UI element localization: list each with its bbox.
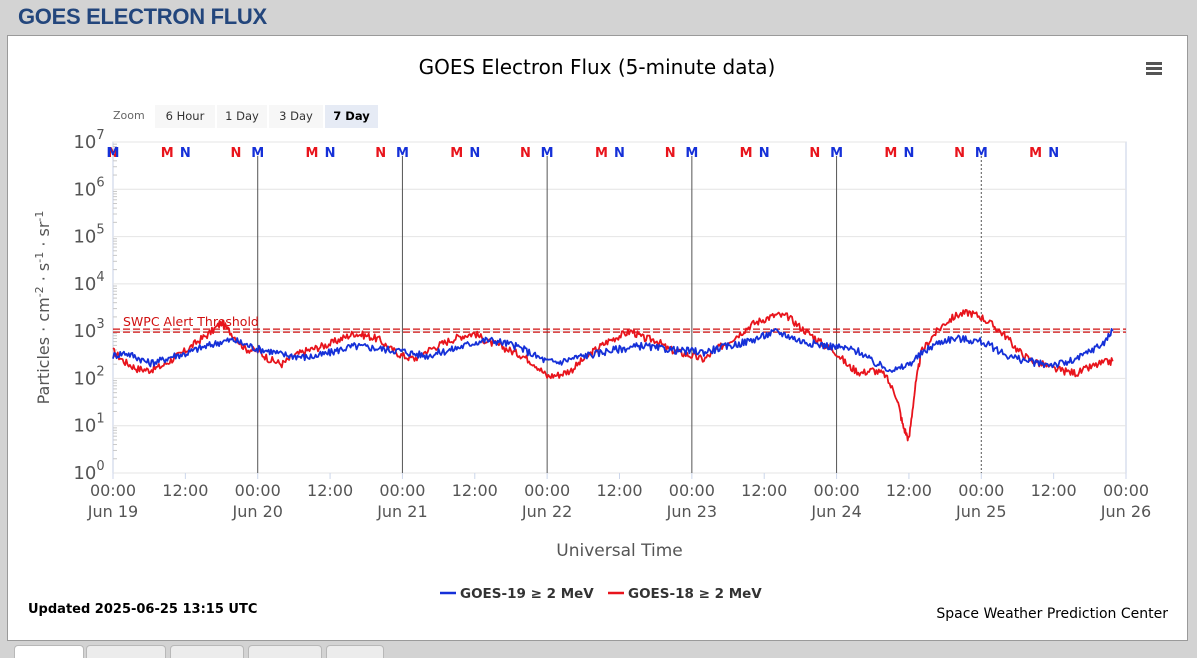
x-tick-label-date: Jun 20: [231, 502, 282, 521]
updated-timestamp: Updated 2025-06-25 13:15 UTC: [28, 602, 258, 617]
legend-item-goes19-label: GOES-19 ≥ 2 MeV: [460, 586, 594, 602]
x-tick-label-time: 12:00: [452, 481, 498, 500]
x-tick-label-time: 00:00: [235, 481, 281, 500]
position-marker: N: [231, 146, 242, 161]
position-marker: N: [325, 146, 336, 161]
page-header: GOES ELECTRON FLUX: [0, 0, 1197, 34]
x-tick-label-time: 00:00: [1103, 481, 1149, 500]
x-tick-label-date: Jun 24: [810, 502, 861, 521]
x-tick-label-time: 00:00: [379, 481, 425, 500]
legend-item-goes18-label: GOES-18 ≥ 2 MeV: [628, 586, 762, 602]
position-marker: N: [375, 146, 386, 161]
position-marker: M: [830, 146, 843, 161]
hamburger-menu-icon[interactable]: [1146, 60, 1166, 78]
position-marker: M: [396, 146, 409, 161]
position-marker: N: [469, 146, 480, 161]
position-marker: N: [1048, 146, 1059, 161]
position-marker: N: [809, 146, 820, 161]
position-marker: N: [108, 146, 119, 161]
y-tick-label: 103: [73, 317, 104, 342]
x-tick-label-time: 00:00: [958, 481, 1004, 500]
page-title: GOES ELECTRON FLUX: [18, 4, 267, 29]
position-marker: M: [541, 146, 554, 161]
x-tick-label-date: Jun 23: [666, 502, 717, 521]
position-marker: M: [685, 146, 698, 161]
chart-panel: GOES Electron Flux (5-minute data) 00:00 J…: [7, 35, 1188, 641]
x-tick-label-time: 12:00: [596, 481, 642, 500]
position-marker: M: [161, 146, 174, 161]
position-marker: M: [251, 146, 264, 161]
position-marker: N: [614, 146, 625, 161]
x-tick-label-time: 00:00: [90, 481, 136, 500]
position-marker: M: [450, 146, 463, 161]
position-marker: M: [1029, 146, 1042, 161]
y-tick-label: 105: [73, 223, 104, 248]
position-marker: M: [107, 146, 120, 161]
zoom-1-day-button[interactable]: 1 Day: [217, 105, 267, 128]
zoom-6-hour-button[interactable]: 6 Hour: [155, 105, 215, 128]
x-tick-label-time: 12:00: [307, 481, 353, 500]
x-tick-label-time: 00:00: [669, 481, 715, 500]
threshold-label: SWPC Alert Threshold: [123, 314, 259, 329]
x-tick-label-date: Jun 26: [1100, 502, 1151, 521]
position-marker: N: [954, 146, 965, 161]
position-marker: N: [903, 146, 914, 161]
x-tick-label-time: 12:00: [1031, 481, 1077, 500]
position-marker: N: [665, 146, 676, 161]
plot-border: [112, 141, 1127, 474]
y-tick-label: 102: [73, 364, 104, 389]
position-marker: M: [884, 146, 897, 161]
x-axis-title: Universal Time: [556, 541, 682, 561]
y-tick-label: 107: [73, 128, 104, 153]
position-marker: N: [180, 146, 191, 161]
electron-flux-chart: GOES Electron Flux (5-minute data) 00:00 J…: [33, 55, 1152, 602]
y-tick-label: 106: [73, 175, 104, 200]
zoom-7-day-button[interactable]: 7 Day: [325, 105, 378, 128]
y-tick-label: 104: [73, 270, 104, 295]
x-tick-label-time: 12:00: [741, 481, 787, 500]
position-marker: M: [595, 146, 608, 161]
zoom-3-day-button[interactable]: 3 Day: [269, 105, 323, 128]
y-axis-title: Particles · cm-2 · s-1 · sr-1: [33, 211, 54, 405]
x-tick-label-time: 00:00: [814, 481, 860, 500]
x-tick-label-time: 12:00: [162, 481, 208, 500]
position-marker: M: [306, 146, 319, 161]
x-tick-label-date: Jun 19: [87, 502, 138, 521]
position-marker: M: [975, 146, 988, 161]
credit-text: Space Weather Prediction Center: [936, 606, 1168, 622]
position-marker: N: [759, 146, 770, 161]
y-tick-label: 100: [73, 459, 104, 484]
x-tick-label-date: Jun 21: [376, 502, 427, 521]
x-tick-label-time: 00:00: [524, 481, 570, 500]
x-tick-label-time: 12:00: [886, 481, 932, 500]
x-tick-label-date: Jun 22: [521, 502, 572, 521]
zoom-label: Zoom: [113, 109, 145, 122]
x-tick-label-date: Jun 25: [955, 502, 1006, 521]
position-marker: N: [520, 146, 531, 161]
goes19-series-line: [112, 327, 1114, 373]
position-marker: M: [740, 146, 753, 161]
chart-legend: GOES-19 ≥ 2 MeV GOES-18 ≥ 2 MeV: [440, 586, 762, 602]
y-tick-label: 101: [73, 412, 104, 437]
goes18-series-line: [112, 308, 1114, 442]
chart-title: GOES Electron Flux (5-minute data): [419, 55, 776, 79]
